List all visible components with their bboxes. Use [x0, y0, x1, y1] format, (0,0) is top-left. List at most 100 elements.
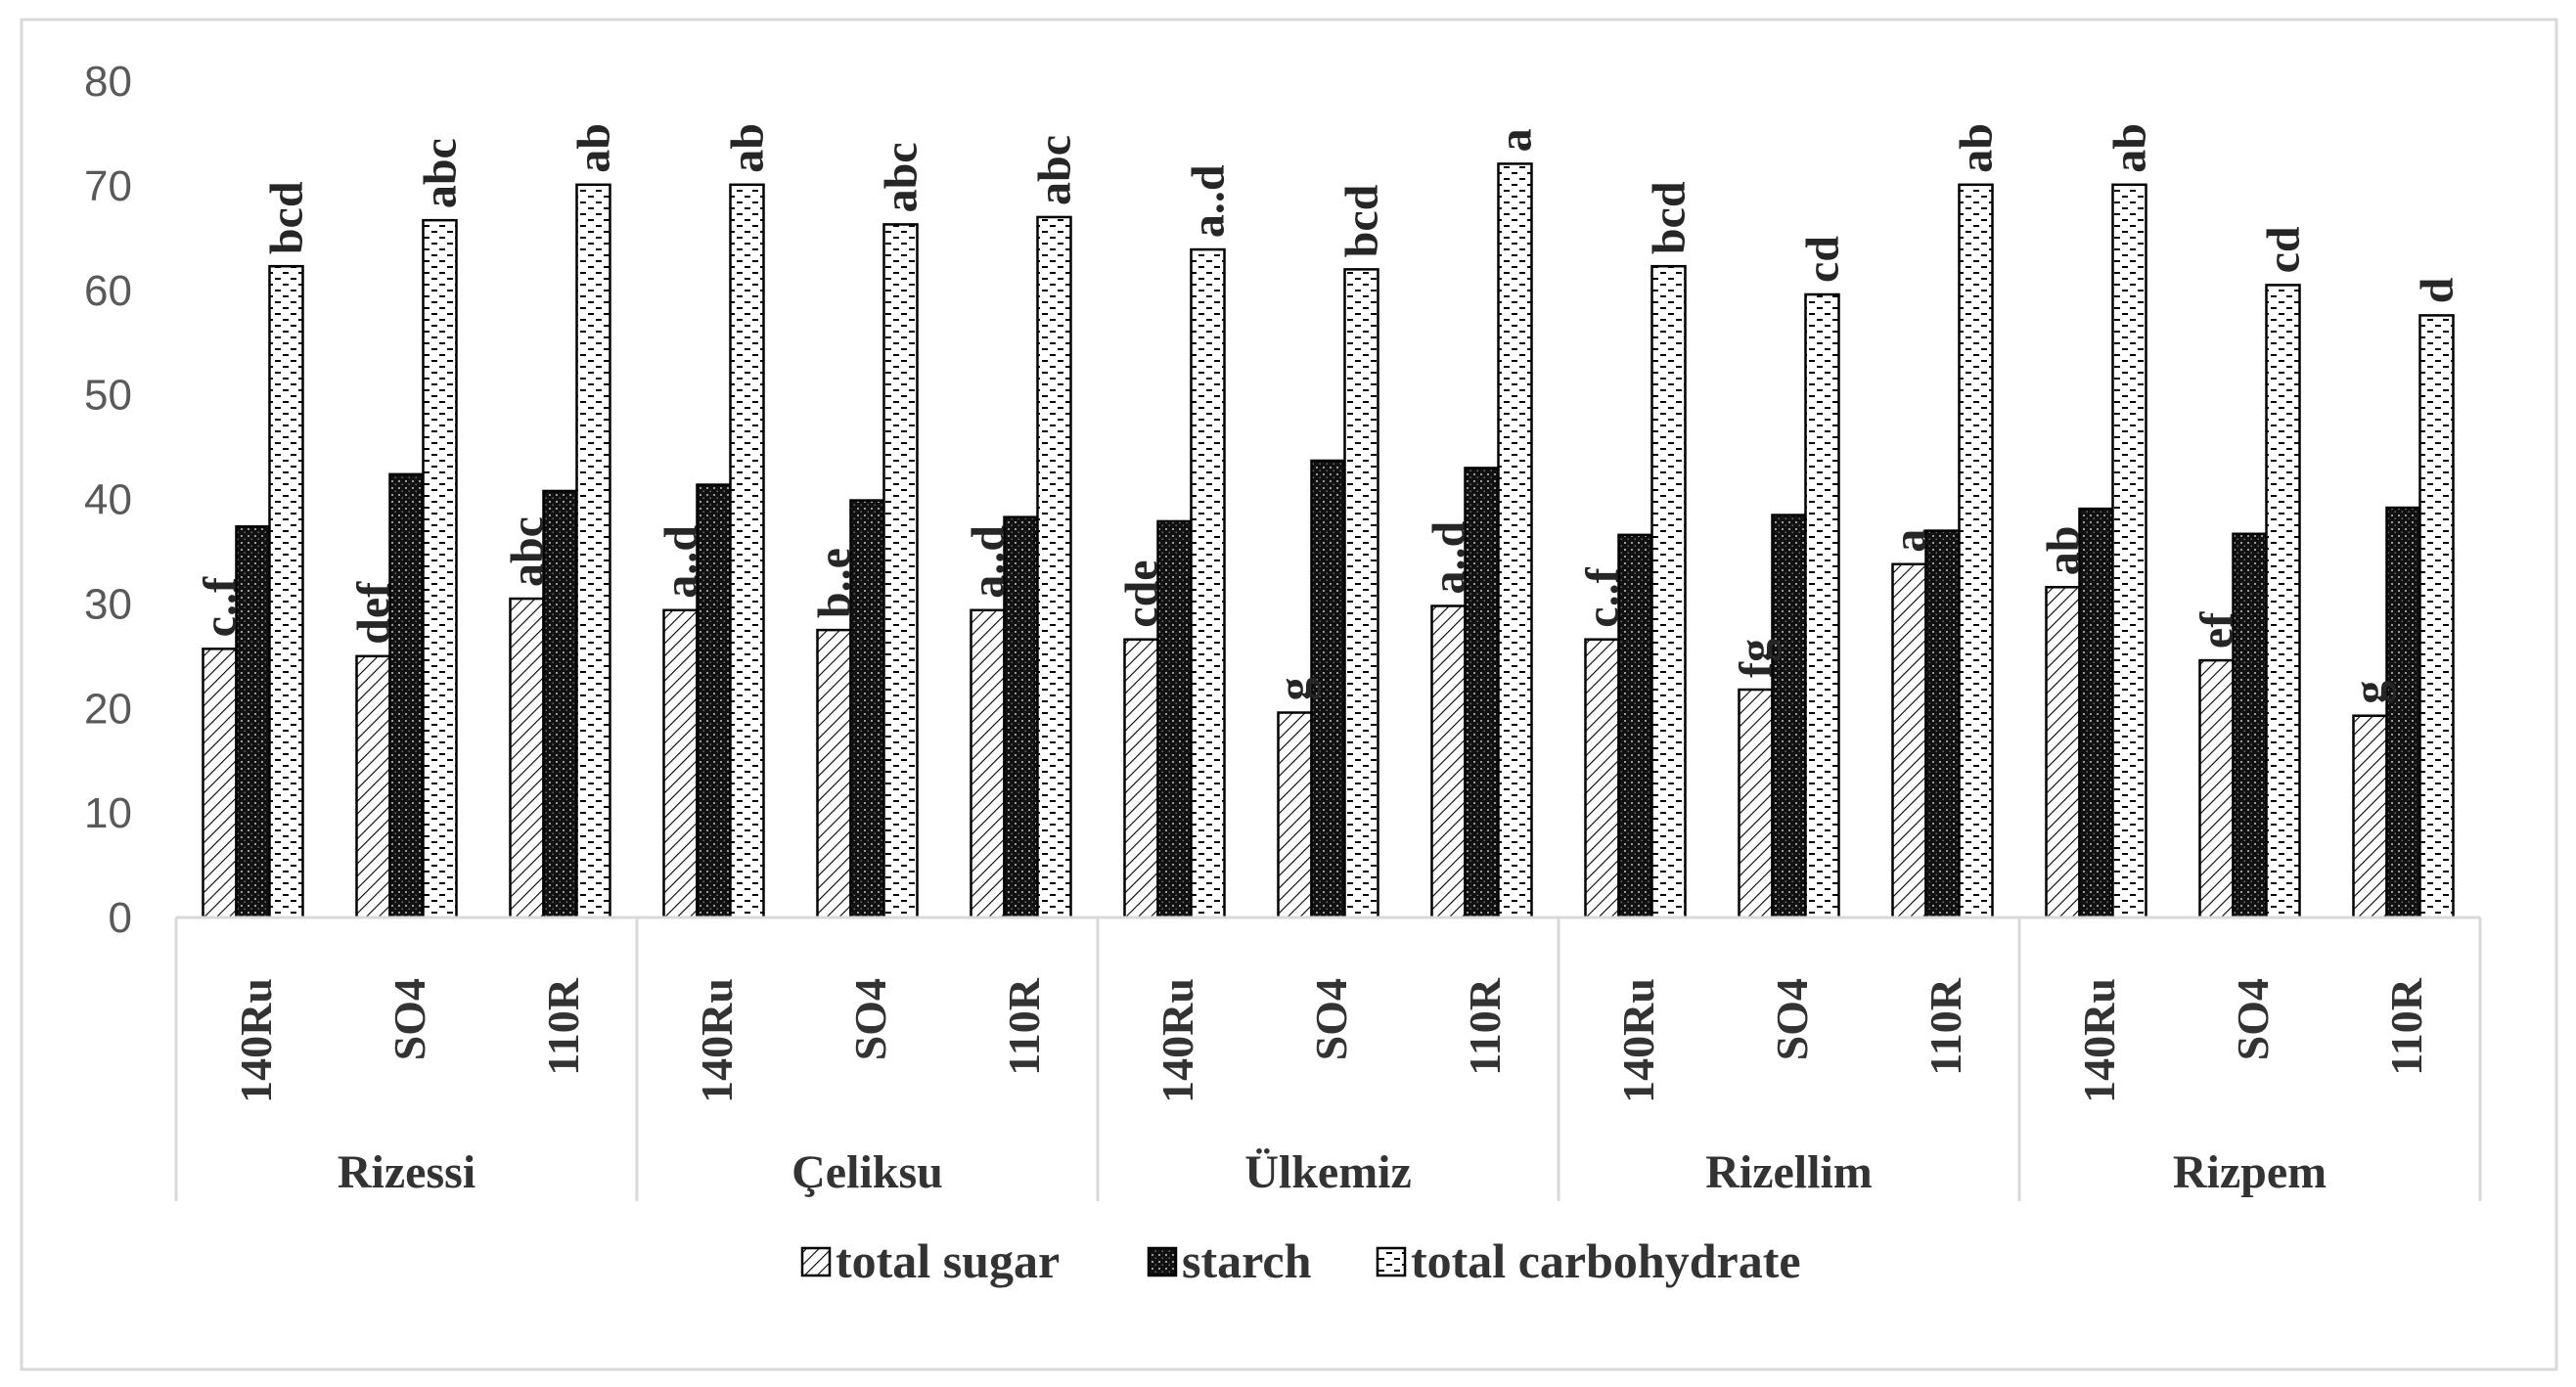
bar-significance-label: cde: [1116, 559, 1168, 627]
legend-label: total sugar: [836, 1233, 1060, 1288]
bar-significance-label: a..d: [963, 525, 1015, 599]
x-category-label: SO4: [2228, 978, 2278, 1060]
bar-significance-label: a: [1490, 128, 1542, 152]
y-tick-label: 50: [84, 372, 132, 420]
x-category-label: 140Ru: [2074, 978, 2124, 1103]
x-category-label: 140Ru: [1152, 978, 1202, 1103]
bar-significance-label: fg: [1731, 639, 1783, 678]
bar-significance-label: a..d: [655, 525, 707, 599]
x-category-label: SO4: [1767, 978, 1817, 1060]
bar-significance-label: abc: [502, 516, 554, 587]
bar-significance-label: ab: [1951, 123, 2003, 173]
bar-total-sugar: [662, 608, 699, 919]
bar-significance-label: bcd: [1336, 184, 1388, 257]
bar-total-carbohydrate: [575, 183, 611, 919]
bar-labels: c..fbcddefabcabcaba..dabb..eabca..dabccd…: [195, 123, 2463, 704]
bar-significance-label: a: [1884, 529, 1936, 553]
bar-total-carbohydrate: [729, 183, 765, 919]
bar-starch: [1771, 514, 1807, 919]
bar-total-carbohydrate: [2111, 183, 2147, 919]
x-category-label: 110R: [1460, 977, 1510, 1075]
y-tick-label: 30: [84, 580, 132, 628]
x-group-label: Rizessi: [338, 1146, 475, 1198]
bar-significance-label: c..f: [195, 576, 247, 637]
bar-starch: [1924, 529, 1961, 919]
bar-significance-label: g: [1270, 678, 1322, 701]
bar-starch: [388, 472, 425, 919]
y-tick-label: 10: [84, 789, 132, 837]
y-axis: 0 10 20 30 40 50 60 70 80: [84, 58, 132, 942]
bar-significance-label: g: [2345, 681, 2397, 704]
legend-label: starch: [1182, 1233, 1312, 1288]
bar-significance-label: ab: [568, 123, 620, 173]
x-group-label: Rizellim: [1705, 1146, 1873, 1198]
bar-total-carbohydrate: [2418, 314, 2455, 919]
bar-total-sugar: [1738, 688, 1774, 919]
bar-significance-label: bcd: [1644, 181, 1695, 254]
y-tick-label: 70: [84, 162, 132, 210]
bar-significance-label: cd: [1797, 236, 1849, 283]
bar-significance-label: bcd: [261, 181, 313, 254]
bar-total-sugar: [2045, 586, 2081, 919]
bar-significance-label: abc: [415, 138, 467, 208]
bar-total-carbohydrate: [2265, 284, 2301, 919]
legend-swatch: [800, 1246, 832, 1277]
legend-swatch: [1147, 1246, 1178, 1277]
bar-total-carbohydrate: [1036, 215, 1072, 919]
bar-total-sugar: [355, 654, 391, 919]
bar-total-sugar: [1891, 562, 1927, 919]
bar-total-carbohydrate: [1804, 292, 1840, 919]
bar-significance-label: abc: [1029, 135, 1081, 205]
bar-starch: [2385, 506, 2421, 919]
bar-significance-label: cd: [2258, 226, 2310, 273]
bar-significance-label: ef: [2192, 611, 2243, 649]
bars: [202, 162, 2455, 919]
bar-total-sugar: [2198, 658, 2235, 919]
bar-total-sugar: [1584, 638, 1620, 919]
bar-starch: [2232, 532, 2268, 919]
bar-total-carbohydrate: [1497, 162, 1533, 919]
x-category-label: 110R: [1921, 977, 1970, 1075]
x-category-label: 140Ru: [1613, 978, 1663, 1103]
bar-total-carbohydrate: [268, 264, 304, 919]
bar-total-sugar: [1430, 604, 1467, 919]
x-category-label: 110R: [999, 977, 1049, 1075]
x-group-label: Çeliksu: [791, 1146, 943, 1198]
bar-significance-label: c..f: [1577, 566, 1629, 627]
bar-significance-label: def: [348, 581, 400, 645]
y-tick-label: 20: [84, 685, 132, 733]
bar-significance-label: ab: [2038, 526, 2090, 576]
y-tick-label: 40: [84, 476, 132, 524]
x-category-label: 110R: [538, 977, 588, 1075]
bar-total-carbohydrate: [1958, 183, 1994, 919]
bar-starch: [696, 483, 732, 919]
bar-total-carbohydrate: [422, 218, 458, 919]
bar-significance-label: b..e: [809, 548, 861, 618]
bar-significance-label: ab: [722, 123, 774, 173]
bar-significance-label: a..d: [1424, 521, 1475, 595]
bar-total-sugar: [509, 597, 545, 919]
bar-significance-label: a..d: [1183, 164, 1235, 238]
legend-swatch: [1376, 1246, 1407, 1277]
bar-total-sugar: [1277, 711, 1313, 919]
x-category-label: 140Ru: [231, 978, 281, 1103]
bar-total-sugar: [816, 628, 852, 919]
bar-total-carbohydrate: [1190, 247, 1226, 919]
x-category-label: 140Ru: [692, 978, 742, 1103]
x-category-label: 110R: [2381, 977, 2431, 1075]
bar-total-carbohydrate: [1343, 268, 1379, 919]
bar-significance-label: ab: [2104, 123, 2156, 173]
x-group-label: Rizpem: [2173, 1146, 2327, 1198]
bar-total-sugar: [970, 608, 1006, 919]
y-tick-label: 80: [84, 58, 132, 106]
x-group-label: Ülkemiz: [1244, 1146, 1412, 1198]
legend-label: total carbohydrate: [1411, 1233, 1801, 1288]
legend: total sugar starch total carbohydrate: [800, 1233, 1801, 1288]
bar-significance-label: d: [2412, 277, 2463, 303]
bar-total-carbohydrate: [882, 223, 919, 919]
bar-total-sugar: [1123, 638, 1159, 919]
bar-starch: [1156, 519, 1193, 919]
bar-starch: [1464, 467, 1500, 919]
y-tick-label: 0: [109, 894, 132, 942]
